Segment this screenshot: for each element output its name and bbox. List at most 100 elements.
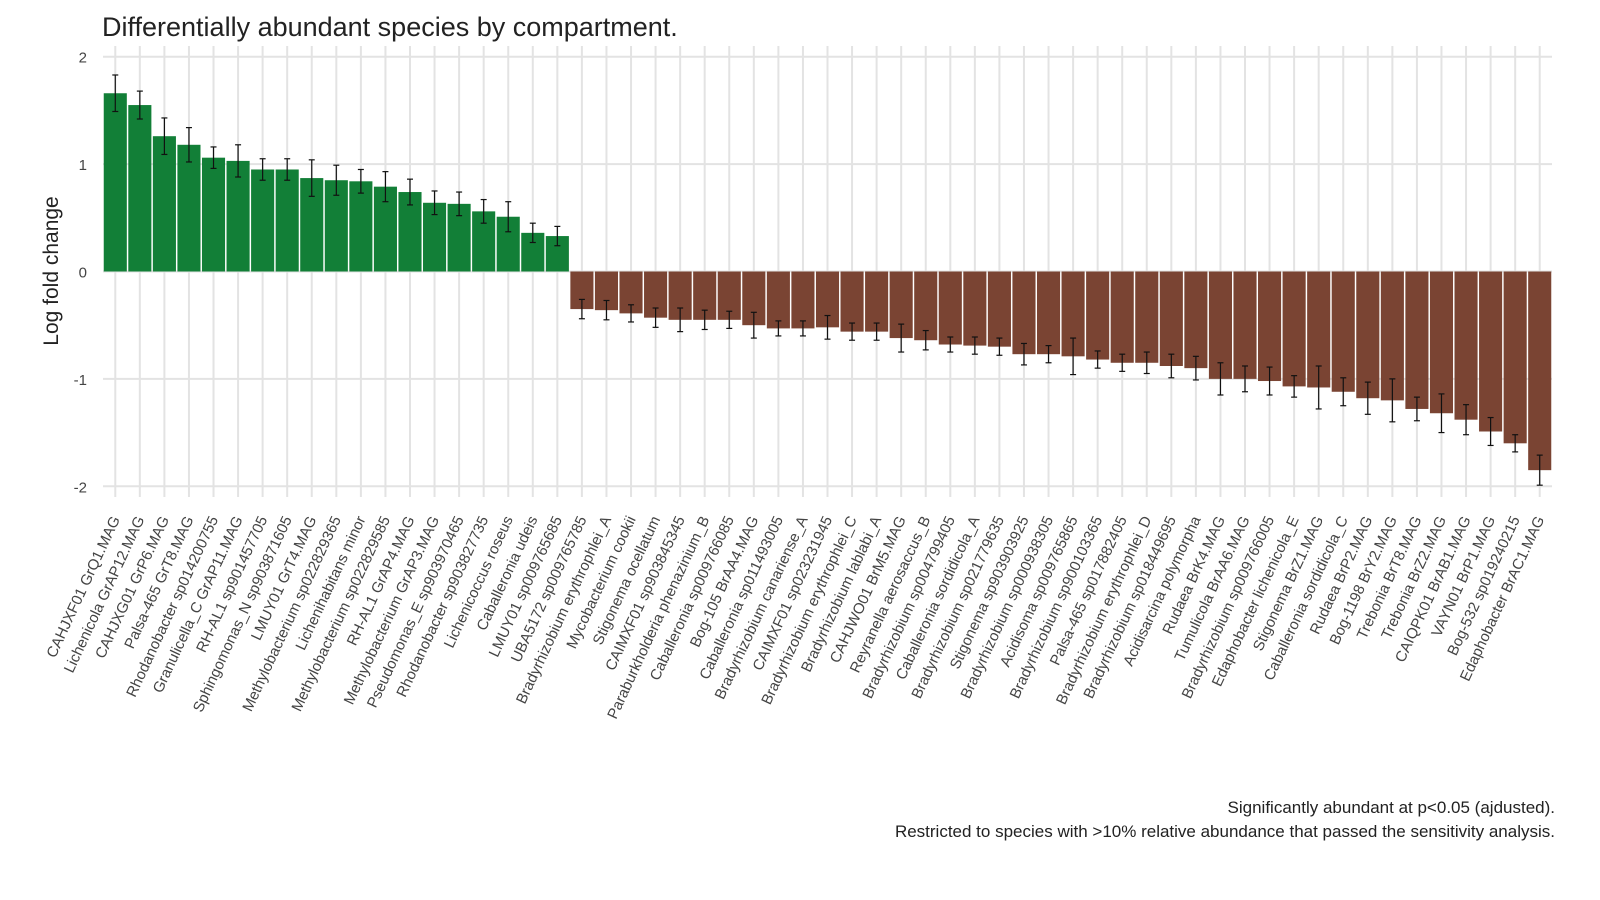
bar bbox=[1429, 271, 1454, 414]
bar bbox=[1479, 271, 1503, 432]
error-bar bbox=[652, 307, 659, 328]
bar bbox=[1454, 271, 1478, 420]
error-bar bbox=[578, 298, 585, 320]
error-bar bbox=[1340, 377, 1347, 407]
bar bbox=[1061, 271, 1085, 357]
error-bar bbox=[480, 198, 487, 224]
bar bbox=[1405, 271, 1429, 409]
error-bar bbox=[849, 322, 856, 341]
bar bbox=[717, 271, 741, 320]
bar bbox=[619, 271, 643, 314]
bar bbox=[275, 169, 299, 272]
error-bar bbox=[112, 74, 119, 113]
caption: Restricted to species with >10% relative… bbox=[895, 822, 1555, 841]
bar bbox=[1208, 271, 1232, 379]
bar bbox=[1086, 271, 1110, 360]
error-bar bbox=[333, 164, 340, 196]
bar bbox=[1012, 271, 1036, 355]
bar bbox=[987, 271, 1011, 347]
error-bar bbox=[775, 320, 782, 337]
error-bar bbox=[1487, 416, 1494, 447]
bar bbox=[201, 157, 226, 272]
bar bbox=[447, 203, 471, 272]
bar bbox=[1233, 271, 1257, 379]
error-bar bbox=[1119, 353, 1126, 372]
error-bar bbox=[873, 322, 880, 341]
error-bar bbox=[996, 337, 1003, 356]
y-tick-label: 2 bbox=[79, 50, 87, 67]
error-bar bbox=[1291, 375, 1298, 398]
bar bbox=[1159, 271, 1183, 366]
error-bar bbox=[824, 314, 831, 340]
error-bar bbox=[1413, 396, 1420, 422]
error-bar bbox=[1070, 337, 1077, 376]
chart-title: Differentially abundant species by compa… bbox=[102, 12, 678, 42]
error-bar bbox=[1512, 434, 1519, 453]
bar bbox=[349, 181, 373, 272]
error-bar bbox=[726, 310, 733, 330]
y-axis-label: Log fold change bbox=[40, 196, 63, 345]
error-bar bbox=[922, 329, 929, 351]
bar bbox=[1356, 271, 1380, 399]
bar bbox=[963, 271, 987, 346]
bar bbox=[300, 178, 324, 272]
bar bbox=[423, 202, 447, 272]
bar bbox=[1380, 271, 1404, 401]
error-bar bbox=[1438, 393, 1445, 434]
error-bar bbox=[456, 191, 463, 217]
error-bar bbox=[235, 144, 242, 178]
error-bar bbox=[1266, 366, 1273, 396]
bar bbox=[693, 271, 717, 320]
bar bbox=[1110, 271, 1134, 363]
error-bar bbox=[259, 158, 266, 181]
error-bar bbox=[505, 201, 512, 233]
bar bbox=[373, 186, 397, 272]
bar bbox=[1036, 271, 1061, 355]
error-bar bbox=[161, 117, 168, 156]
error-bar bbox=[1242, 365, 1249, 393]
bar bbox=[766, 271, 790, 329]
bar bbox=[1282, 271, 1306, 387]
error-bar bbox=[529, 222, 536, 244]
bar bbox=[324, 180, 348, 272]
error-bar bbox=[1364, 381, 1371, 415]
bar bbox=[1331, 271, 1355, 392]
error-bar bbox=[1094, 350, 1101, 369]
bar bbox=[103, 93, 127, 272]
error-bar bbox=[382, 171, 389, 203]
error-bar bbox=[1536, 454, 1543, 486]
bar bbox=[1528, 271, 1552, 471]
y-tick-label: -2 bbox=[74, 479, 87, 496]
error-bar bbox=[971, 336, 978, 355]
bar bbox=[226, 160, 250, 272]
error-bar bbox=[1192, 355, 1199, 381]
bar bbox=[1184, 271, 1208, 369]
bar bbox=[1503, 271, 1527, 444]
error-bar bbox=[357, 168, 364, 194]
error-bar bbox=[185, 127, 192, 163]
error-bar bbox=[1315, 365, 1322, 410]
bar bbox=[815, 271, 840, 328]
bar bbox=[865, 271, 889, 332]
bar bbox=[791, 271, 815, 329]
error-bar bbox=[603, 299, 610, 321]
error-bar bbox=[284, 158, 291, 181]
error-bar bbox=[628, 304, 635, 323]
caption: Significantly abundant at p<0.05 (ajdust… bbox=[1228, 798, 1555, 817]
bar bbox=[594, 271, 619, 311]
error-bar bbox=[406, 178, 413, 206]
bar bbox=[545, 236, 569, 272]
error-bar bbox=[750, 311, 757, 339]
bar bbox=[128, 105, 152, 272]
bar bbox=[1135, 271, 1159, 363]
bar bbox=[152, 136, 176, 272]
bar bbox=[889, 271, 913, 339]
error-bar bbox=[1389, 378, 1396, 423]
bar bbox=[496, 216, 520, 272]
error-bar bbox=[1020, 342, 1027, 366]
error-bar bbox=[1463, 404, 1470, 436]
bar bbox=[840, 271, 864, 332]
bar bbox=[914, 271, 938, 341]
bar bbox=[1258, 271, 1282, 382]
